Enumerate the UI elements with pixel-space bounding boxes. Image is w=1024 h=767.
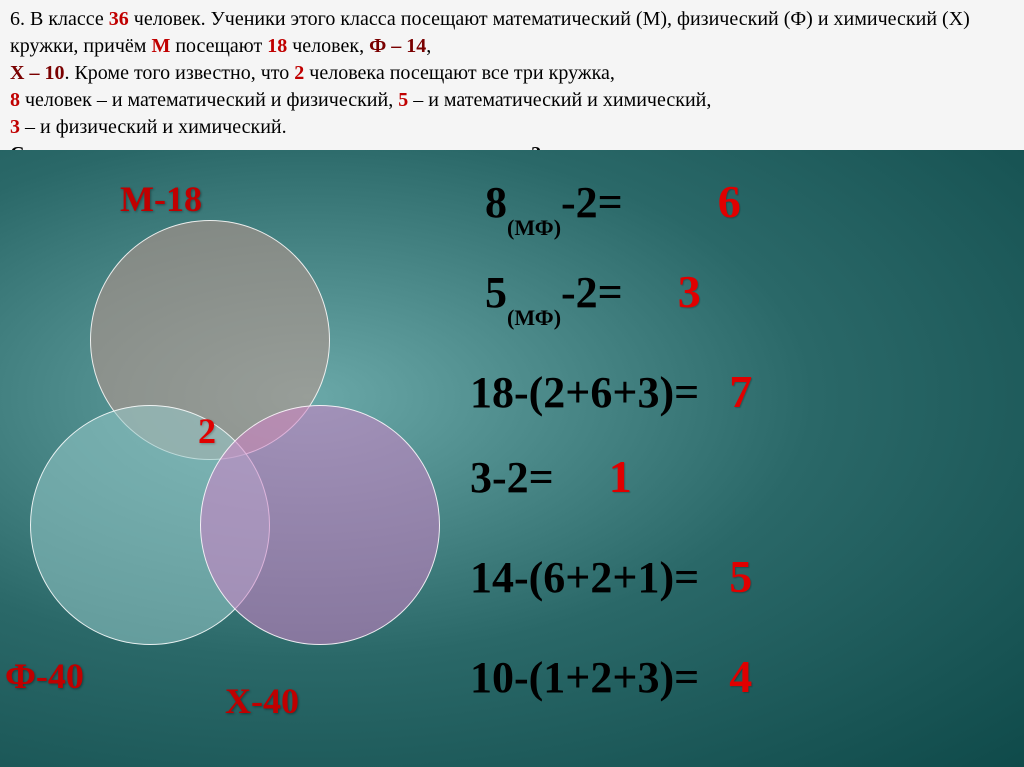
equation-lhs: 10-(1+2+3)= xyxy=(470,652,699,703)
equation-lhs: 3-2= xyxy=(470,452,554,503)
venn-label-x: Х-40 xyxy=(225,680,299,722)
equation-answer: 5 xyxy=(729,550,752,603)
equation-lhs: 18-(2+6+3)= xyxy=(470,367,699,418)
equation-answer: 6 xyxy=(718,175,741,228)
equation-answer: 3 xyxy=(678,265,701,318)
equation-lhs: 8(МФ)-2= xyxy=(485,177,623,233)
equation-row: 14-(6+2+1)= 5 xyxy=(470,550,752,603)
venn-label-f: Ф-40 xyxy=(5,655,84,697)
venn-label-m: М-18 xyxy=(120,178,202,220)
solution-area: М-18 Ф-40 Х-40 2 8(МФ)-2= 6 5(МФ)-2= 3 18-(2… xyxy=(0,150,1024,767)
equation-answer: 1 xyxy=(609,450,632,503)
equation-lhs: 5(МФ)-2= xyxy=(485,267,623,323)
venn-circle-x xyxy=(200,405,440,645)
equation-answer: 4 xyxy=(729,650,752,703)
equation-lhs: 14-(6+2+1)= xyxy=(470,552,699,603)
venn-center-value: 2 xyxy=(198,410,216,452)
equation-row: 18-(2+6+3)= 7 xyxy=(470,365,752,418)
equation-row: 5(МФ)-2= 3 xyxy=(485,265,701,323)
equation-row: 3-2= 1 xyxy=(470,450,632,503)
problem-number: 6. xyxy=(10,8,25,30)
equation-answer: 7 xyxy=(729,365,752,418)
equation-row: 10-(1+2+3)= 4 xyxy=(470,650,752,703)
equation-row: 8(МФ)-2= 6 xyxy=(485,175,741,233)
